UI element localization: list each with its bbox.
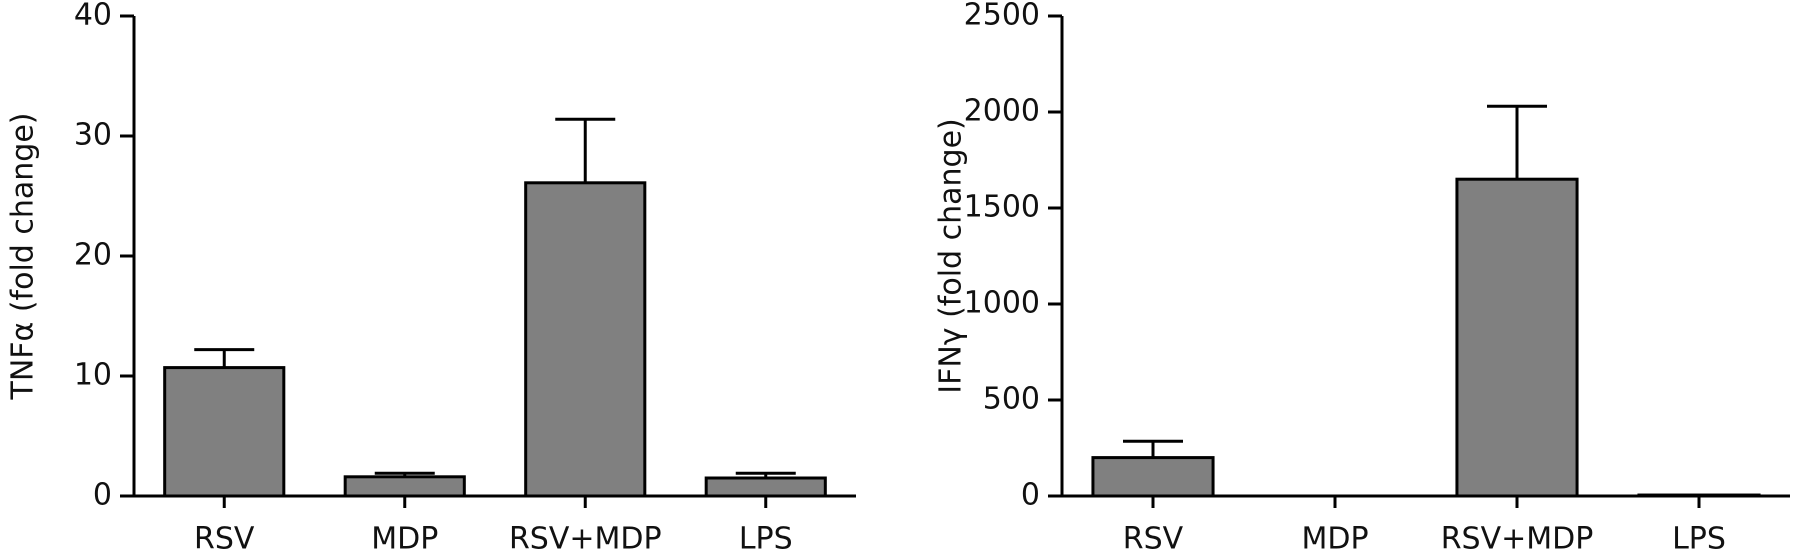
x-tick-label: MDP xyxy=(1301,522,1368,557)
y-tick-label: 500 xyxy=(983,382,1040,417)
y-tick-label: 40 xyxy=(74,0,112,33)
y-tick-label: 20 xyxy=(74,238,112,273)
x-tick-label: RSV xyxy=(194,522,255,557)
x-tick-label: RSV xyxy=(1123,522,1184,557)
y-tick-label: 2500 xyxy=(964,0,1040,33)
bar xyxy=(704,476,827,498)
bar xyxy=(524,181,647,498)
bar xyxy=(343,475,466,498)
y-tick-label: 10 xyxy=(74,358,112,393)
bar xyxy=(1455,177,1579,498)
y-tick-label: 2000 xyxy=(964,94,1040,129)
y-tick-label: 1500 xyxy=(964,190,1040,225)
y-tick-label: 1000 xyxy=(964,286,1040,321)
bar xyxy=(163,366,286,498)
y-axis-label: IFNγ (fold change) xyxy=(934,118,969,393)
bar xyxy=(1637,493,1761,498)
bar xyxy=(1091,456,1215,498)
y-tick-label: 30 xyxy=(74,118,112,153)
y-tick-label: 0 xyxy=(1021,478,1040,513)
y-axis-label: TNFα (fold change) xyxy=(6,113,41,401)
x-tick-label: LPS xyxy=(1672,522,1726,557)
x-tick-label: RSV+MDP xyxy=(1441,522,1594,557)
x-tick-label: RSV+MDP xyxy=(509,522,662,557)
y-tick-label: 0 xyxy=(93,478,112,513)
x-tick-label: LPS xyxy=(739,522,793,557)
x-tick-label: MDP xyxy=(371,522,438,557)
